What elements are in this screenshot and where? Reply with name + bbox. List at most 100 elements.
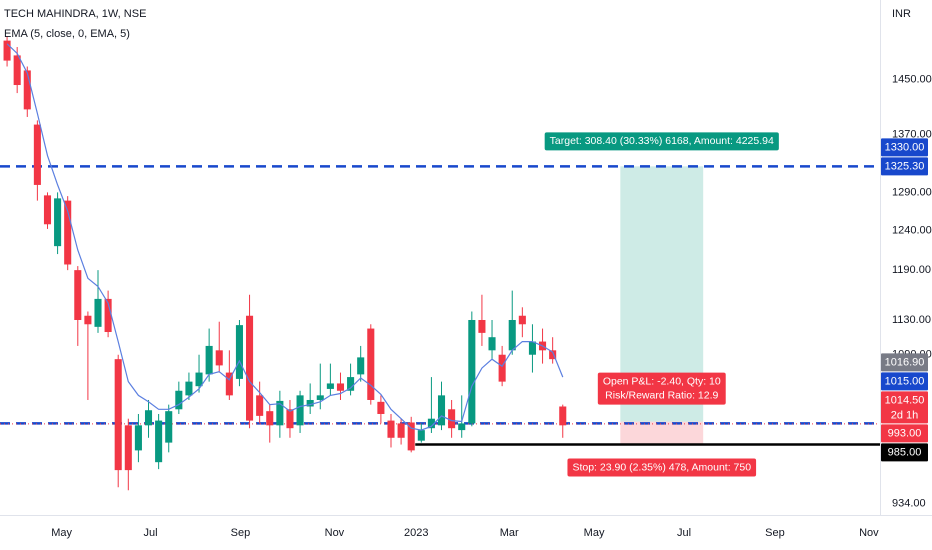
legend-entry: EMA (5, close, 0, EMA, 5): [4, 28, 130, 40]
price-tag: [881, 424, 928, 443]
candle-body: [559, 406, 567, 426]
candle-body: [155, 420, 163, 463]
candle-body: [437, 395, 446, 426]
candle-body: [13, 55, 21, 86]
candle-body: [286, 409, 294, 429]
x-tick-label: May: [584, 527, 605, 539]
price-tag-label: 1325.30: [885, 160, 925, 172]
candle-body: [43, 195, 52, 225]
price-tag-label: 1015.00: [885, 375, 925, 387]
x-tick-label: May: [51, 527, 72, 539]
candle-body: [417, 430, 425, 441]
candle-body: [397, 423, 405, 438]
candle-body: [64, 200, 72, 265]
price-tag: [881, 353, 928, 372]
x-tick-label: Sep: [231, 527, 251, 539]
y-tick-label: 1240.00: [892, 224, 932, 236]
candle-body: [347, 377, 355, 391]
price-tag: [881, 157, 928, 176]
candle-body: [215, 350, 223, 366]
candle-body: [205, 345, 213, 375]
stop-zone: [620, 421, 704, 445]
candle-body: [165, 411, 173, 443]
candle-body: [175, 390, 183, 410]
y-tick-label: 934.00: [892, 497, 926, 509]
candle-body: [367, 328, 375, 400]
y-tick-label: 1370.00: [892, 128, 932, 140]
label-box: [567, 458, 757, 477]
price-tag-label: 993.00: [888, 427, 922, 439]
candle-body: [377, 401, 385, 414]
candle-body: [74, 270, 82, 320]
x-tick-label: Jul: [677, 527, 691, 539]
candle-body: [448, 409, 456, 429]
candle-body: [94, 298, 102, 327]
label-box: [544, 132, 779, 151]
price-tag-label: 985.00: [888, 446, 922, 458]
candle-body: [185, 381, 193, 396]
candle-body: [114, 359, 122, 471]
candle-body: [104, 298, 112, 333]
price-tag-label: 1016.90: [885, 356, 925, 368]
candle-body: [326, 383, 334, 389]
position-label: Stop: 23.90 (2.35%) 478, Amount: 750: [567, 458, 757, 477]
price-tag-note: 2d 1h: [891, 409, 919, 421]
price-tag: [881, 443, 928, 462]
x-tick-label: Nov: [859, 527, 879, 539]
candle-body: [33, 124, 41, 185]
x-tick-label: 2023: [404, 527, 428, 539]
candle-body: [498, 354, 506, 382]
price-tag-label: 1014.50: [885, 394, 925, 406]
candle-body: [336, 383, 345, 391]
y-tick-label: 1450.00: [892, 74, 932, 86]
price-tag: [881, 138, 928, 157]
candle-body: [246, 315, 254, 421]
position-label: Open P&L: -2.40, Qty: 10 Risk/Reward Rati…: [597, 372, 726, 405]
price-tag-label: 1330.00: [885, 141, 925, 153]
candle-body: [54, 198, 62, 247]
candle-body: [256, 395, 264, 416]
candle-body: [144, 410, 153, 426]
candle-body: [276, 400, 284, 426]
x-tick-label: Mar: [500, 527, 519, 539]
candle-body: [3, 40, 11, 61]
candle-body: [458, 423, 466, 431]
label-text: Risk/Reward Ratio: 12.9: [605, 389, 718, 401]
candle-body: [387, 420, 395, 438]
candle-body: [235, 325, 243, 379]
candle-body: [306, 399, 314, 407]
candle-body: [23, 70, 31, 110]
candle-body: [266, 411, 274, 426]
candle-body: [478, 319, 486, 333]
x-tick-label: Sep: [765, 527, 785, 539]
candle-body: [316, 395, 324, 400]
candle-body: [296, 395, 304, 426]
ema-line: [6, 43, 564, 431]
candle-body: [124, 425, 132, 471]
chart-title: TECH MAHINDRA, 1W, NSE: [4, 8, 146, 20]
currency: INR: [892, 8, 911, 20]
label-text: Open P&L: -2.40, Qty: 10: [603, 375, 721, 387]
x-tick-label: Nov: [325, 527, 345, 539]
candle-body: [427, 418, 435, 429]
candle-body: [357, 357, 365, 375]
candle-body: [134, 425, 142, 451]
candle-body: [528, 341, 536, 355]
candle-body: [488, 337, 496, 351]
x-tick-label: Jul: [144, 527, 158, 539]
label-box: [597, 372, 726, 405]
candle-body: [84, 315, 92, 325]
candle-body: [407, 422, 415, 451]
candle-body: [468, 319, 476, 424]
label-text: Stop: 23.90 (2.35%) 478, Amount: 750: [572, 461, 751, 473]
label-text: Target: 308.40 (30.33%) 6168, Amount: 42…: [550, 135, 774, 147]
candle-body: [225, 372, 233, 396]
y-tick-label: 1290.00: [892, 186, 932, 198]
candle-body: [195, 372, 203, 387]
candle-body: [508, 319, 516, 351]
price-tag: [881, 391, 928, 424]
position-label: Target: 308.40 (30.33%) 6168, Amount: 42…: [544, 132, 779, 151]
y-tick-label: 1130.00: [892, 314, 931, 326]
